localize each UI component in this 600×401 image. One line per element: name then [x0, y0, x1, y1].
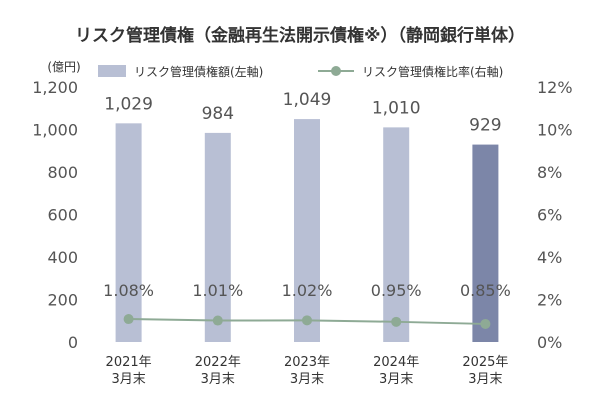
bar-value-label: 1,029 [104, 94, 153, 114]
left-tick-label: 800 [47, 163, 78, 182]
right-tick-label: 6% [537, 206, 562, 225]
right-tick-label: 4% [537, 248, 562, 267]
category-label: 2023年 [284, 355, 330, 370]
ratio-value-label: 0.95% [371, 281, 422, 300]
ratio-point [212, 315, 223, 326]
category-labels: 2021年 3月末 2022年 3月末 2023年 3月末 2024年 3月末 2025年 3月末 [106, 355, 509, 387]
ratio-value-label: 1.02% [282, 281, 333, 300]
category-label: 2021年 [106, 355, 152, 370]
left-tick-label: 600 [47, 206, 78, 225]
ratio-point [302, 315, 312, 326]
bars [115, 119, 499, 343]
bar-labels: 1,029 984 1,049 1,010 929 [104, 90, 501, 135]
category-label: 2024年 [373, 355, 419, 370]
right-tick-label: 8% [537, 163, 562, 182]
bar [472, 144, 499, 342]
left-tick-label: 1,000 [32, 121, 78, 140]
bar [294, 119, 320, 343]
right-tick-label: 2% [537, 291, 562, 310]
legend-label-line: リスク管理債権比率(右軸) [362, 64, 503, 79]
bar-value-label: 1,049 [283, 90, 332, 110]
left-tick-label: 200 [47, 291, 78, 310]
right-tick-label: 0% [537, 333, 562, 352]
category-label: 2025年 [462, 355, 508, 370]
right-tick-label: 12% [537, 78, 573, 97]
bar-value-label: 984 [202, 104, 234, 124]
ratio-point [123, 314, 134, 325]
ratio-point [391, 316, 402, 327]
legend-swatch-marker [331, 66, 341, 76]
ratio-value-label: 1.08% [103, 281, 154, 300]
legend: リスク管理債権額(左軸) リスク管理債権比率(右軸) [98, 64, 503, 79]
left-tick-label: 400 [47, 248, 78, 267]
left-axis-ticks: 0 200 400 600 800 1,000 1,200 [32, 78, 78, 352]
bar-value-label: 1,010 [372, 98, 421, 118]
right-axis-ticks: 0% 2% 4% 6% 8% 10% 12% [537, 78, 573, 352]
bar [115, 123, 142, 343]
category-label: 2022年 [195, 355, 241, 370]
bar-value-label: 929 [469, 116, 501, 136]
category-label: 3月末 [201, 372, 235, 387]
category-label: 3月末 [290, 372, 324, 387]
ratio-value-label: 0.85% [460, 281, 511, 300]
left-tick-label: 1,200 [32, 78, 78, 97]
ratio-line-layer: 1.08% 1.01% 1.02% 0.95% 0.85% [103, 281, 511, 329]
right-tick-label: 10% [537, 121, 573, 140]
legend-swatch-bar [98, 65, 126, 77]
left-axis-unit: (億円) [47, 60, 80, 74]
category-label: 3月末 [468, 372, 502, 387]
ratio-point [480, 318, 491, 329]
bar [204, 132, 231, 342]
category-label: 3月末 [379, 372, 413, 387]
legend-label-bar: リスク管理債権額(左軸) [134, 64, 263, 79]
chart-title: リスク管理債権（金融再生法開示債権※）（静岡銀行単体） [75, 25, 525, 46]
left-tick-label: 0 [68, 333, 78, 352]
ratio-value-label: 1.01% [192, 281, 243, 300]
category-label: 3月末 [111, 372, 145, 387]
bar [383, 127, 410, 342]
